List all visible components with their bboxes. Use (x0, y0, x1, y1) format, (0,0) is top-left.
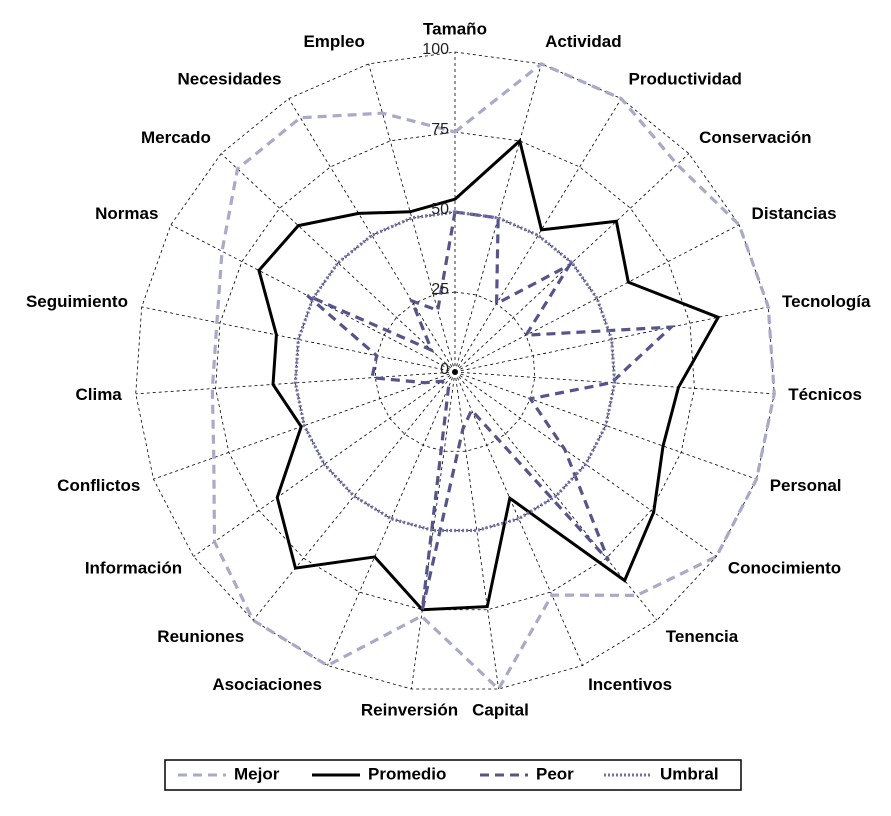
spoke (454, 371, 775, 395)
spoke (252, 371, 456, 621)
spoke (454, 63, 542, 373)
category-label: Mercado (141, 128, 211, 147)
legend-label: Mejor (234, 764, 280, 783)
spoke (454, 371, 757, 480)
category-label: Reuniones (157, 627, 244, 646)
spoke (411, 371, 456, 690)
category-label: Conservación (699, 128, 811, 147)
r-tick-label: 75 (431, 121, 449, 138)
category-label: Asociaciones (212, 675, 322, 694)
series-line (293, 210, 617, 533)
spoke (220, 153, 456, 373)
category-label: Clima (75, 385, 122, 404)
legend-label: Promedio (368, 764, 446, 783)
spoke (193, 371, 456, 557)
category-label: Tenencia (666, 627, 739, 646)
category-label: Conocimiento (728, 559, 841, 578)
spoke (141, 306, 456, 373)
category-label: Necesidades (178, 69, 282, 88)
spoke (454, 98, 622, 373)
legend-label: Umbral (660, 764, 719, 783)
legend-label: Peor (536, 764, 574, 783)
series-line (257, 138, 721, 612)
r-tick-label: 100 (422, 41, 449, 58)
category-label: Seguimiento (26, 292, 128, 311)
spoke (368, 63, 456, 373)
r-tick-label: 0 (440, 361, 449, 378)
r-tick-label: 50 (431, 201, 449, 218)
category-label: Personal (770, 476, 842, 495)
spoke (454, 371, 499, 690)
spoke (135, 371, 456, 395)
spoke (170, 224, 456, 373)
legend-box (164, 759, 742, 791)
r-tick-label: 25 (431, 281, 449, 298)
category-label: Tecnología (782, 292, 871, 311)
category-label: Empleo (303, 32, 364, 51)
series-line (306, 210, 676, 611)
category-label: Distancias (752, 204, 837, 223)
spoke (454, 371, 717, 557)
category-label: Conflictos (57, 476, 140, 495)
spoke (153, 371, 456, 480)
spoke (288, 98, 456, 373)
category-label: Capital (472, 700, 529, 719)
category-label: Incentivos (588, 675, 672, 694)
series-line (210, 62, 776, 692)
spoke (454, 224, 740, 373)
category-label: Productividad (629, 69, 742, 88)
category-label: Reinversión (361, 700, 458, 719)
category-label: Normas (95, 204, 158, 223)
category-label: Técnicos (788, 385, 862, 404)
grid-ring (215, 131, 695, 611)
spoke (327, 371, 456, 666)
grid-ring (135, 51, 775, 690)
category-label: Actividad (545, 32, 622, 51)
spoke (454, 153, 690, 373)
grid-ring (294, 211, 616, 531)
category-label: Tamaño (423, 19, 487, 38)
spoke (454, 371, 583, 666)
category-label: Información (85, 559, 182, 578)
